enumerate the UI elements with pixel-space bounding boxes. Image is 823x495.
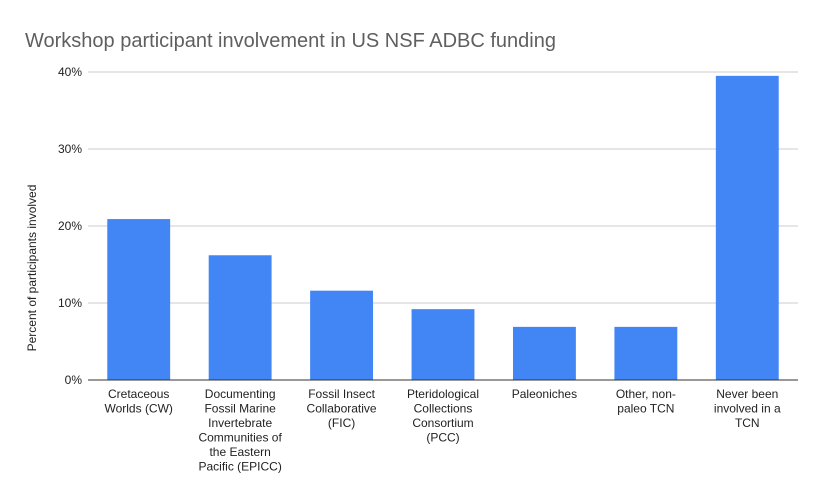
bar	[208, 255, 272, 380]
y-axis-label: Percent of participants involved	[25, 185, 39, 352]
x-tick-label-line: (PCC)	[426, 431, 459, 445]
x-tick-label: Never been involved in a TCN	[714, 387, 781, 430]
x-tick-label-line: Consortium	[412, 416, 473, 430]
x-tick-label-line: Collaborative	[307, 402, 377, 416]
x-tick-label-line: Paleoniches	[512, 387, 577, 401]
x-tick-label-line: (FIC)	[328, 416, 355, 430]
x-tick-label-line: Never been	[716, 387, 778, 401]
x-tick-label-line: Invertebrate	[208, 416, 272, 430]
x-tick-label-line: Cretaceous	[108, 387, 169, 401]
y-tick-label: 20%	[58, 219, 82, 233]
y-tick-label: 40%	[58, 65, 82, 79]
x-tick-label: Fossil Insect Collaborative (FIC)	[307, 387, 377, 430]
x-tick-label: Cretaceous Worlds (CW)	[104, 387, 172, 416]
x-tick-label-line: paleo TCN	[617, 402, 674, 416]
x-tick-label: Documenting Fossil Marine Invertebrate Comm…	[198, 387, 282, 474]
x-tick-label: Paleoniches	[512, 387, 577, 401]
bar	[614, 326, 678, 380]
x-tick-label-line: involved in a	[714, 402, 781, 416]
x-tick-label: Other, non-paleo TCN	[616, 387, 676, 416]
bar	[310, 290, 374, 380]
x-tick-label-line: Communities of	[198, 431, 282, 445]
x-tick-label-line: Documenting	[205, 387, 276, 401]
x-tick-label-line: the Eastern	[209, 445, 270, 459]
x-tick-label-line: Worlds (CW)	[104, 402, 172, 416]
bar	[512, 326, 576, 380]
y-tick-label: 10%	[58, 296, 82, 310]
bar	[715, 75, 779, 380]
bar	[107, 219, 171, 380]
chart-title: Workshop participant involvement in US N…	[25, 30, 556, 52]
x-tick-label-line: TCN	[735, 416, 760, 430]
x-tick-label-line: Fossil Marine	[204, 402, 276, 416]
x-tick-label-line: Fossil Insect	[308, 387, 375, 401]
x-tick-label-line: Other, non-	[616, 387, 676, 401]
x-tick-label-line: Pacific (EPICC)	[198, 460, 281, 474]
x-tick-label-line: Collections	[414, 402, 473, 416]
y-tick-label: 30%	[58, 142, 82, 156]
x-tick-label-line: Pteridological	[407, 387, 479, 401]
x-tick-label: Pteridological Collections Consortium (PCC)	[407, 387, 479, 445]
bar	[411, 309, 475, 380]
y-tick-label: 0%	[65, 373, 83, 387]
